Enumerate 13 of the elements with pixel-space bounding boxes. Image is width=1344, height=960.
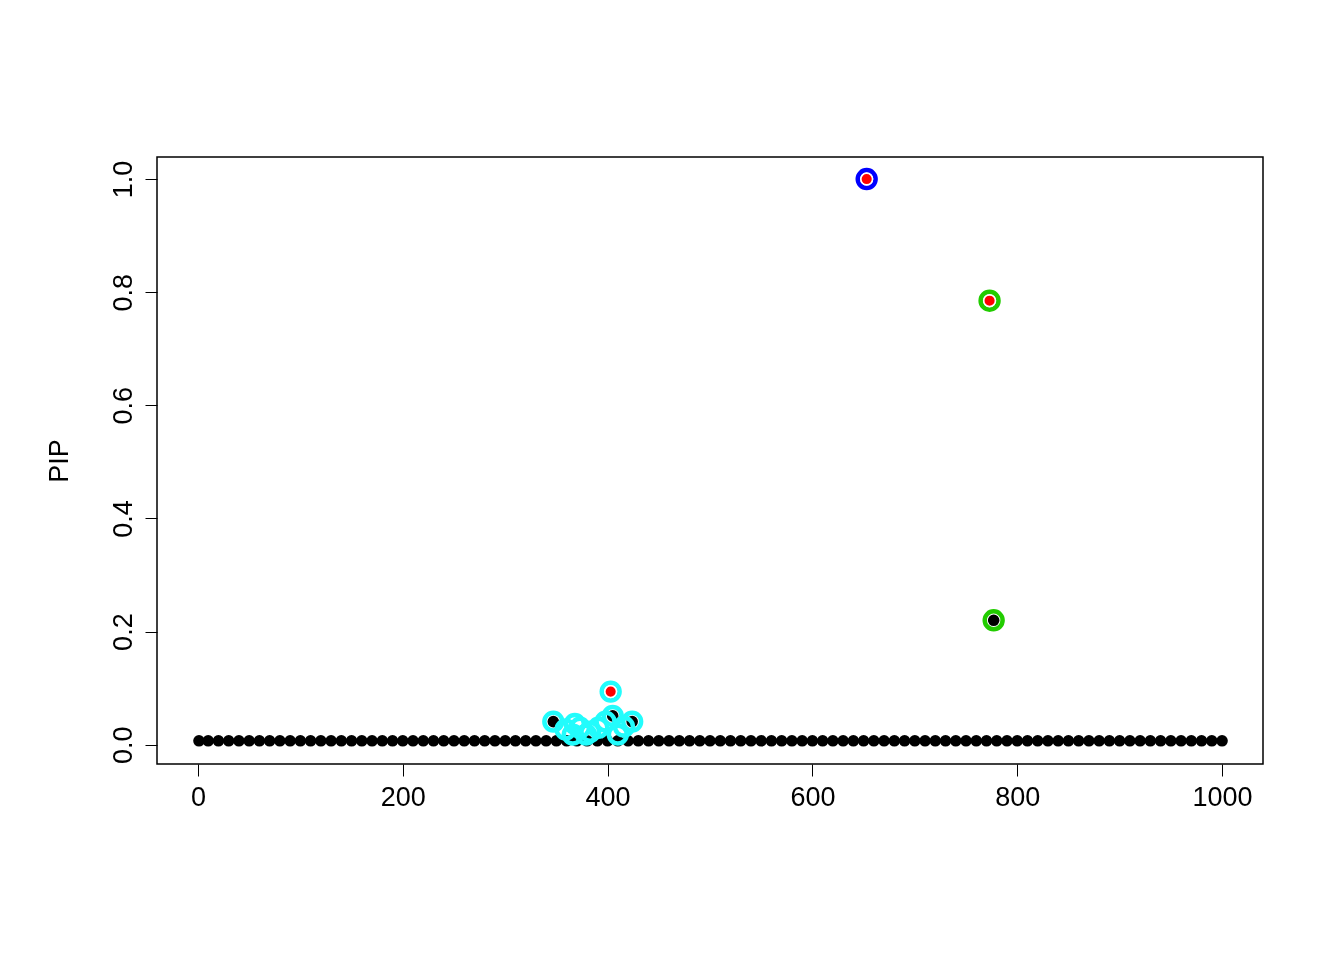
x-tick-label: 1000: [1192, 781, 1253, 812]
x-tick-label: 200: [380, 781, 426, 812]
x-tick-label: 600: [790, 781, 836, 812]
x-tick-label: 400: [585, 781, 631, 812]
x-tick-label: 800: [995, 781, 1041, 812]
y-tick-label: 0.0: [107, 726, 138, 765]
y-tick-label: 1.0: [107, 160, 138, 199]
x-tick-label: 0: [190, 781, 206, 812]
y-tick-label: 0.4: [107, 500, 138, 538]
y-axis-title: PIP: [43, 439, 74, 483]
y-tick-label: 0.6: [107, 387, 138, 425]
y-tick-label: 0.8: [107, 273, 138, 312]
y-tick-label: 0.2: [107, 613, 138, 651]
